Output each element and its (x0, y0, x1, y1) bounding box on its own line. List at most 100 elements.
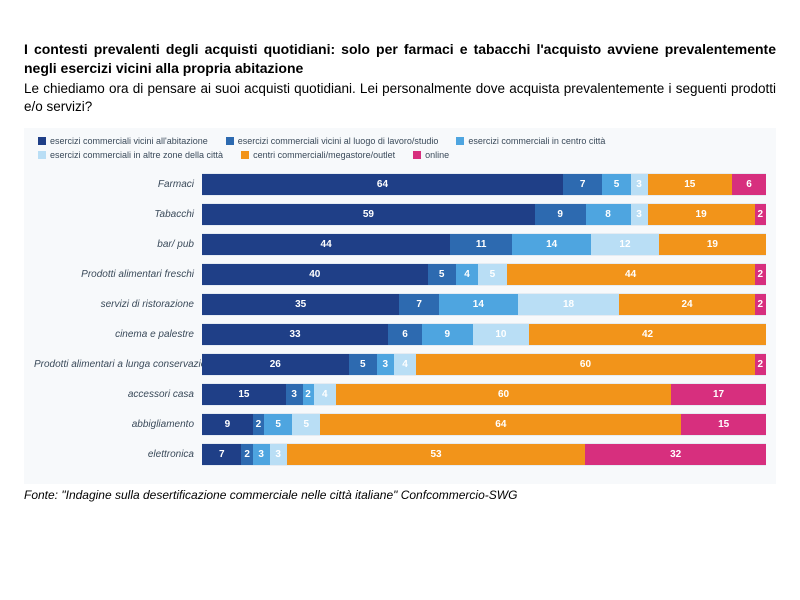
bar-segment: 5 (428, 264, 456, 285)
bar-segment: 18 (518, 294, 620, 315)
segment-value: 64 (495, 419, 506, 430)
legend-swatch (241, 151, 249, 159)
bar-segment: 60 (416, 354, 754, 375)
segment-value: 5 (360, 359, 366, 370)
segment-value: 5 (490, 269, 496, 280)
segment-value: 9 (225, 419, 231, 430)
bar-segment: 42 (529, 324, 766, 345)
bar-segment: 9 (422, 324, 473, 345)
segment-value: 60 (580, 359, 591, 370)
segment-value: 53 (430, 449, 441, 460)
legend-item: esercizi commerciali in centro città (456, 136, 605, 146)
segment-value: 14 (546, 239, 557, 250)
bar-segment: 12 (591, 234, 659, 255)
bar-segment: 11 (450, 234, 512, 255)
segment-value: 44 (625, 269, 636, 280)
segment-value: 40 (309, 269, 320, 280)
row-label: Prodotti alimentari freschi (34, 269, 202, 280)
segment-value: 2 (305, 389, 311, 400)
segment-value: 32 (670, 449, 681, 460)
legend-swatch (38, 151, 46, 159)
bar-segment: 5 (478, 264, 506, 285)
bar-segment: 14 (512, 234, 591, 255)
chart-subtitle: Le chiediamo ora di pensare ai suoi acqu… (24, 80, 776, 116)
bar-segment: 3 (270, 444, 287, 465)
stacked-bar: 33691042 (202, 323, 766, 346)
bar-segment: 5 (349, 354, 377, 375)
segment-value: 33 (289, 329, 300, 340)
segment-value: 19 (707, 239, 718, 250)
segment-value: 2 (256, 419, 262, 430)
segment-value: 3 (275, 449, 281, 460)
row-label: abbigliamento (34, 419, 202, 430)
segment-value: 3 (291, 389, 297, 400)
stacked-bar: 72335332 (202, 443, 766, 466)
segment-value: 2 (244, 449, 250, 460)
legend-label: online (425, 150, 449, 160)
bar-segment: 3 (377, 354, 394, 375)
legend-label: centri commerciali/megastore/outlet (253, 150, 395, 160)
bar-segment: 24 (619, 294, 754, 315)
bar-segment: 2 (241, 444, 252, 465)
chart-legend: esercizi commerciali vicini all'abitazio… (34, 136, 766, 160)
bar-segment: 4 (456, 264, 479, 285)
segment-value: 24 (681, 299, 692, 310)
chart-rows: Farmaci64753156Tabacchi59983192bar/ pub4… (34, 170, 766, 468)
segment-value: 19 (696, 209, 707, 220)
chart-title: I contesti prevalenti degli acquisti quo… (24, 40, 776, 78)
bar-segment: 33 (202, 324, 388, 345)
bar-segment: 15 (202, 384, 286, 405)
bar-segment: 32 (585, 444, 765, 465)
stacked-bar: 3571418 24 2 (202, 293, 766, 316)
chart-row: elettronica72335332 (34, 440, 766, 468)
legend-swatch (38, 137, 46, 145)
segment-value: 17 (713, 389, 724, 400)
legend-swatch (456, 137, 464, 145)
segment-value: 4 (402, 359, 408, 370)
bar-segment: 15 (681, 414, 766, 435)
row-label: Farmaci (34, 179, 202, 190)
segment-value: 4 (322, 389, 328, 400)
segment-value: 15 (684, 179, 695, 190)
row-label: elettronica (34, 449, 202, 460)
stacked-bar: 15 324 60 17 (202, 383, 766, 406)
bar-segment: 3 (631, 204, 648, 225)
chart-row: servizi di ristorazione3571418242 (34, 290, 766, 318)
bar-segment: 5 (602, 174, 630, 195)
segment-value: 60 (498, 389, 509, 400)
legend-swatch (226, 137, 234, 145)
stacked-bar: 59983192 (202, 203, 766, 226)
chart-row: cinema e palestre33691042 (34, 320, 766, 348)
bar-segment: 14 (439, 294, 518, 315)
bar-segment: 3 (286, 384, 303, 405)
bar-segment: 2 (303, 384, 314, 405)
legend-label: esercizi commerciali in centro città (468, 136, 605, 146)
segment-value: 2 (758, 269, 764, 280)
segment-value: 2 (758, 209, 764, 220)
row-label: accessori casa (34, 389, 202, 400)
bar-segment: 3 (253, 444, 270, 465)
segment-value: 8 (605, 209, 611, 220)
segment-value: 6 (746, 179, 752, 190)
segment-value: 2 (758, 359, 764, 370)
segment-value: 7 (580, 179, 586, 190)
segment-value: 10 (495, 329, 506, 340)
survey-chart-panel: I contesti prevalenti degli acquisti quo… (0, 0, 800, 512)
segment-value: 5 (304, 419, 310, 430)
chart-source: Fonte: "Indagine sulla desertificazione … (24, 488, 776, 502)
chart-row: abbigliamento92556415 (34, 410, 766, 438)
chart-row: accessori casa15 324 60 17 (34, 380, 766, 408)
bar-segment: 44 (202, 234, 450, 255)
bar-segment: 2 (253, 414, 264, 435)
segment-value: 26 (270, 359, 281, 370)
bar-segment: 7 (563, 174, 602, 195)
bar-segment: 35 (202, 294, 399, 315)
segment-value: 2 (758, 299, 764, 310)
bar-segment: 5 (264, 414, 292, 435)
chart-row: Tabacchi59983192 (34, 200, 766, 228)
bar-segment: 7 (399, 294, 438, 315)
bar-segment: 10 (473, 324, 529, 345)
segment-value: 7 (219, 449, 225, 460)
legend-label: esercizi commerciali vicini al luogo di … (238, 136, 439, 146)
bar-segment: 5 (292, 414, 320, 435)
